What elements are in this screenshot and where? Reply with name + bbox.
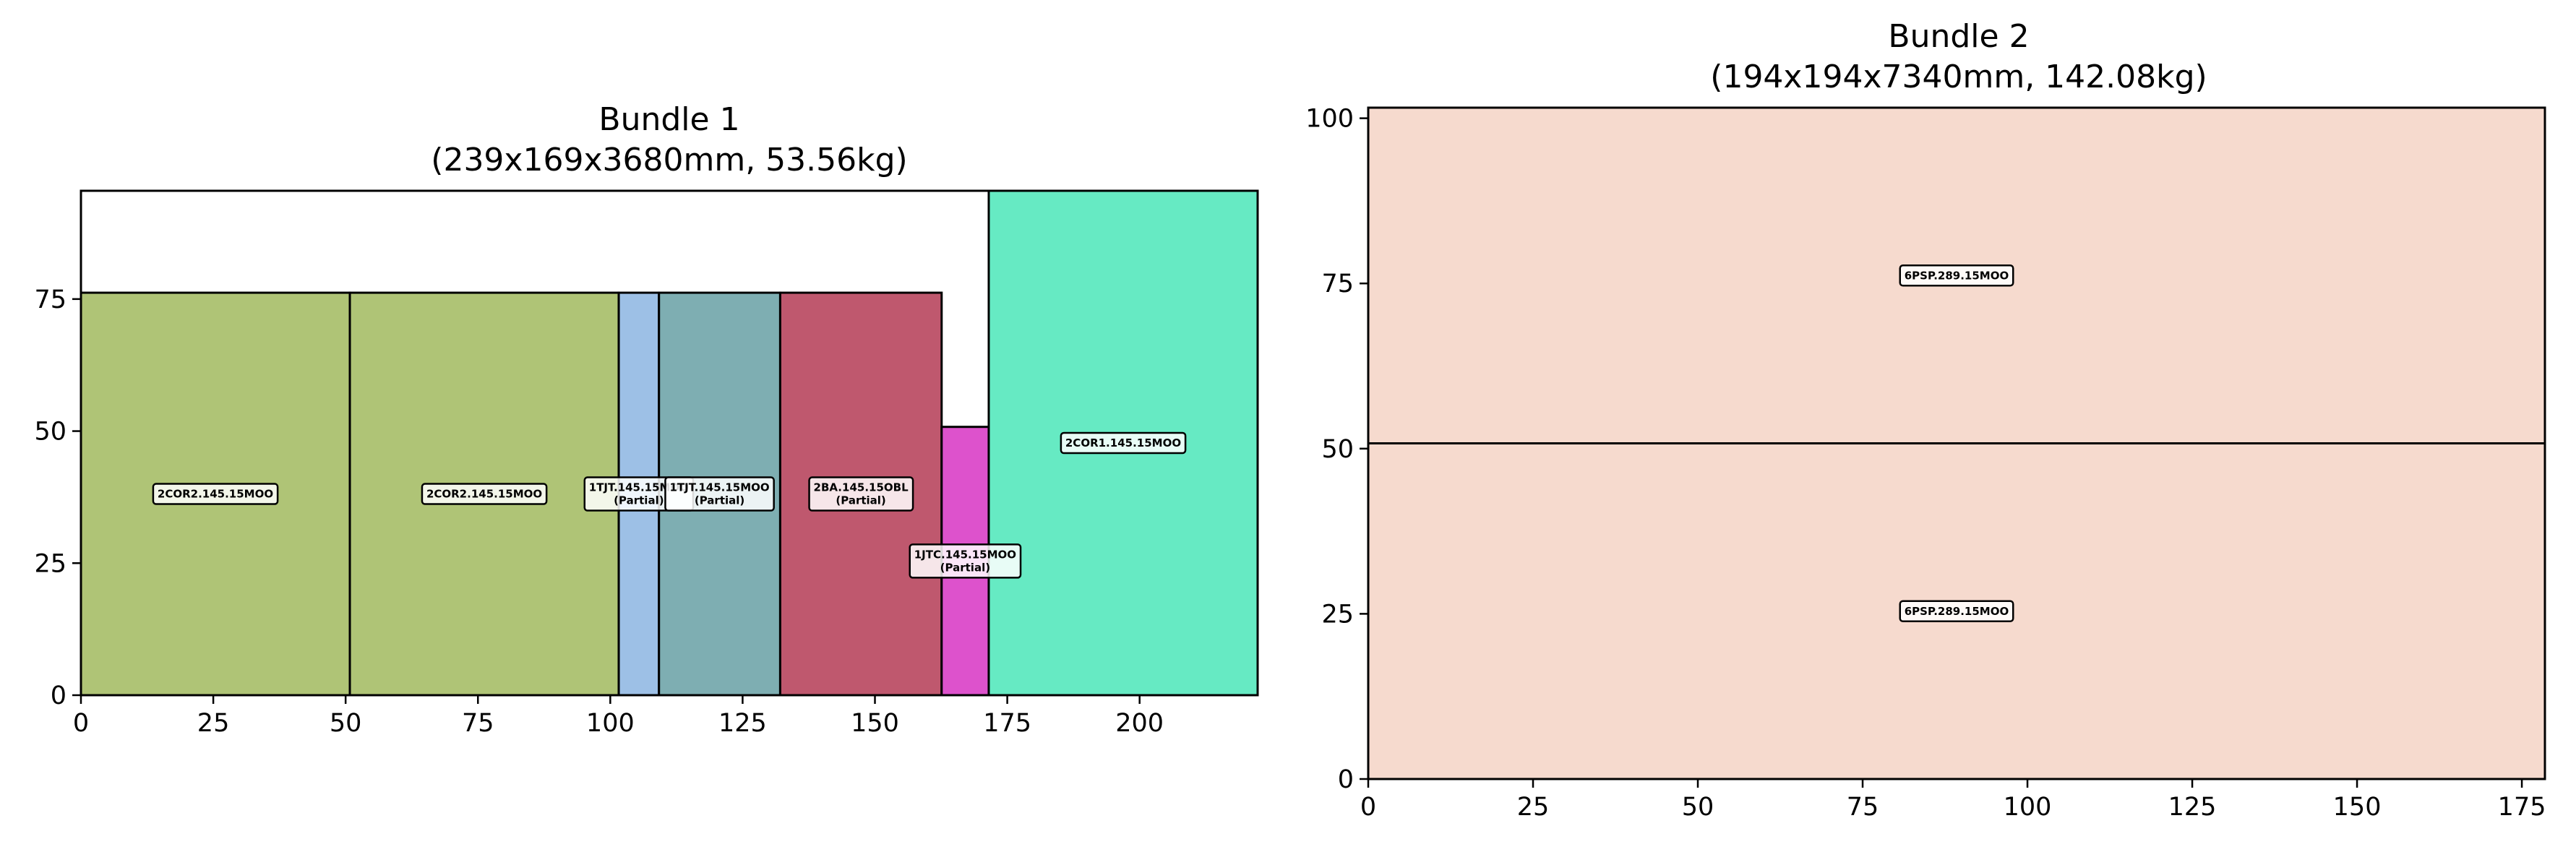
y-tick-label: 100	[1305, 105, 1354, 134]
x-tick-label: 75	[1847, 793, 1879, 822]
piece-label-text: (Partial)	[614, 494, 664, 507]
piece-label: 6PSP.289.15MOO	[1899, 600, 2014, 622]
y-tick-label: 50	[1321, 435, 1354, 464]
piece-label-text: (Partial)	[695, 494, 744, 507]
axes-frame	[1367, 106, 2546, 780]
piece-label-text: 2COR1.145.15MOO	[1065, 436, 1181, 449]
x-tick-label: 75	[462, 709, 494, 738]
bundle-2-title: Bundle 2	[1888, 18, 2029, 55]
y-tick-label: 25	[1321, 600, 1354, 629]
piece-label: 2BA.145.15OBL(Partial)	[808, 476, 914, 512]
x-tick-label: 200	[1115, 709, 1164, 738]
piece-label-text: 2BA.145.15OBL	[814, 481, 909, 494]
piece-label-text: (Partial)	[940, 561, 990, 574]
piece-label-box	[909, 543, 1022, 579]
piece-label: 2COR1.145.15MOO	[1060, 431, 1187, 455]
x-tick-label: 100	[2004, 793, 2052, 822]
piece-label-text: 6PSP.289.15MOO	[1905, 605, 2009, 618]
piece-label-text: 2COR2.145.15MOO	[158, 488, 273, 501]
piece-label-text: 2COR2.145.15MOO	[426, 488, 542, 501]
piece-label: 1JTC.145.15MOO(Partial)	[909, 543, 1022, 579]
y-tick-label: 75	[34, 285, 66, 314]
axes-frame	[80, 189, 1259, 697]
piece-label-box	[808, 476, 914, 512]
x-tick-label: 25	[197, 709, 230, 738]
piece-label-box	[664, 476, 775, 512]
piece-label-box	[152, 483, 279, 505]
piece-label-box	[1899, 600, 2014, 622]
piece-label-box	[421, 483, 548, 505]
x-tick-label: 25	[1517, 793, 1550, 822]
x-tick-label: 0	[1360, 793, 1376, 822]
bundle-1-panel: Bundle 1 (239x169x3680mm, 53.56kg) 0 25 50…	[34, 101, 1259, 738]
x-tick-label: 150	[851, 709, 899, 738]
x-tick-label: 0	[73, 709, 89, 738]
x-tick-label: 100	[586, 709, 635, 738]
piece-label-text: 1TJT.145.15MOO	[669, 481, 769, 494]
y-tick-label: 50	[34, 418, 66, 447]
bundle-1-title: Bundle 1	[598, 101, 739, 138]
piece-label: 2COR2.145.15MOO	[421, 483, 548, 505]
x-tick-label: 150	[2333, 793, 2382, 822]
x-tick-label: 50	[1682, 793, 1714, 822]
piece-label: 2COR2.145.15MOO	[152, 483, 279, 505]
piece-label: 1TJT.145.15MOO(Partial)	[664, 476, 775, 512]
piece-label-text: 1TJT.145.15MOO	[589, 481, 689, 494]
piece-label-text: (Partial)	[836, 494, 885, 507]
bundle-2-subtitle: (194x194x7340mm, 142.08kg)	[1710, 59, 2207, 95]
x-tick-label: 125	[2168, 793, 2217, 822]
x-tick-label: 175	[983, 709, 1031, 738]
piece-label: 6PSP.289.15MOO	[1899, 264, 2014, 287]
y-tick-label: 25	[34, 549, 66, 578]
piece-label-text: 6PSP.289.15MOO	[1905, 269, 2009, 282]
y-tick-label: 75	[1321, 270, 1354, 298]
x-tick-label: 125	[718, 709, 767, 738]
piece-label-box	[1899, 264, 2014, 287]
piece-label-text: 1JTC.145.15MOO	[914, 548, 1016, 561]
x-tick-label: 50	[330, 709, 362, 738]
x-tick-label: 175	[2498, 793, 2546, 822]
y-tick-label: 0	[51, 681, 66, 710]
bundle-2-panel: Bundle 2 (194x194x7340mm, 142.08kg) 0 25 5…	[1305, 18, 2546, 822]
y-tick-label: 0	[1338, 765, 1354, 794]
piece-label-box	[1060, 431, 1187, 455]
bundle-1-subtitle: (239x169x3680mm, 53.56kg)	[431, 142, 907, 178]
